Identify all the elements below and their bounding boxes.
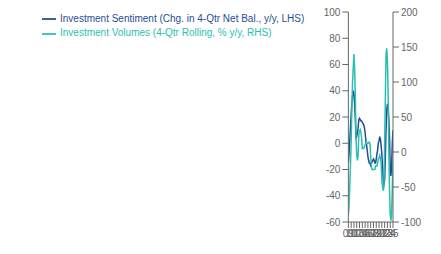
svg-text:-20: -20 bbox=[326, 164, 341, 175]
svg-text:25: 25 bbox=[387, 228, 399, 239]
svg-text:-50: -50 bbox=[401, 182, 416, 193]
svg-text:-100: -100 bbox=[401, 217, 421, 228]
svg-text:80: 80 bbox=[329, 33, 341, 44]
svg-text:-60: -60 bbox=[326, 217, 341, 228]
svg-text:100: 100 bbox=[324, 8, 341, 18]
svg-text:0: 0 bbox=[401, 147, 407, 158]
html-text:Investment Volumes (4-Qtr Roll: Investment Volumes (4-Qtr Rolling, % y/y… bbox=[60, 27, 272, 39]
svg-text:200: 200 bbox=[401, 8, 418, 18]
svg-text:20: 20 bbox=[329, 112, 341, 123]
svg-text:-40: -40 bbox=[326, 190, 341, 201]
svg-text:0: 0 bbox=[335, 138, 341, 149]
html-text:Investment Sentiment (Chg. in: Investment Sentiment (Chg. in 4-Qtr Net … bbox=[60, 13, 305, 24]
svg-text:60: 60 bbox=[329, 59, 341, 70]
svg-text:40: 40 bbox=[329, 85, 341, 96]
svg-text:50: 50 bbox=[401, 112, 413, 123]
svg-text:100: 100 bbox=[401, 77, 418, 88]
svg-text:150: 150 bbox=[401, 42, 418, 53]
